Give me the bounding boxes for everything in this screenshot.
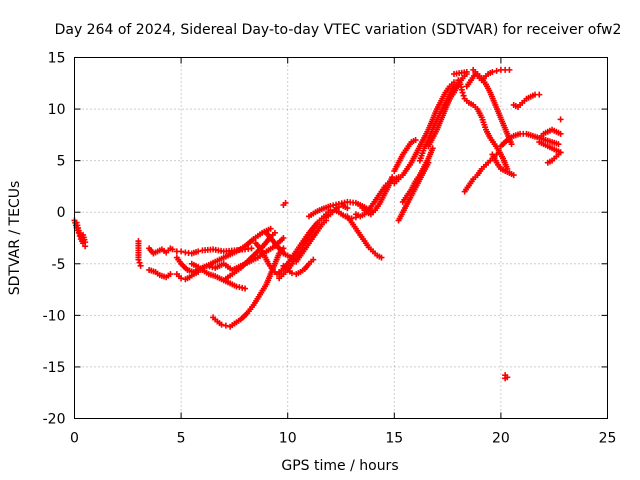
series-track-c [135, 238, 144, 269]
series-track-ae [425, 81, 462, 150]
y-tick-label: 0 [57, 205, 66, 221]
data-point [493, 67, 500, 74]
data-point [167, 271, 174, 278]
data-point [510, 172, 517, 179]
y-tick-label: -20 [43, 412, 66, 428]
data-point [267, 225, 274, 232]
axis-ticks [74, 57, 608, 419]
series-track-aj [480, 66, 513, 82]
data-point [178, 275, 185, 282]
series-track-al [489, 151, 517, 179]
data-point [463, 68, 470, 75]
tick-labels: 0 5 10 15 20 25 -20 -15 -10 -5 0 5 10 15 [43, 51, 617, 447]
series-track-ar [557, 116, 564, 123]
series-track-e [146, 266, 174, 281]
data-point [75, 227, 82, 234]
series-track-ag [455, 77, 511, 172]
data-point [508, 141, 515, 148]
series-track-z [391, 79, 457, 187]
x-tick-label: 10 [279, 431, 297, 447]
data-point [412, 137, 419, 144]
data-point [495, 149, 502, 156]
data-point [310, 256, 317, 263]
data-point [169, 246, 176, 253]
series-track-r [280, 199, 289, 208]
x-tick-label: 0 [70, 431, 79, 447]
data-point [178, 248, 185, 255]
series-track-n [263, 229, 295, 262]
data-point [137, 262, 144, 269]
series-track-f [173, 245, 255, 257]
data-point [195, 248, 202, 255]
series-track-ac [399, 145, 436, 205]
series-track-d [146, 245, 176, 257]
series-track-l [220, 229, 278, 284]
data-point [536, 91, 543, 98]
series-track-an [510, 91, 543, 111]
series-track-ao [536, 126, 564, 141]
data-point-fill [136, 259, 143, 266]
y-tick-label: 5 [57, 154, 66, 170]
data-point [280, 235, 287, 241]
y-axis-label: SDTVAR / TECUs [7, 181, 23, 296]
data-point [555, 141, 562, 148]
x-tick-label: 20 [492, 431, 510, 447]
data-point [82, 239, 89, 246]
data-point [344, 205, 351, 212]
y-tick-label: 10 [48, 102, 66, 118]
data-point [557, 130, 564, 137]
x-tick-label: 15 [385, 431, 403, 447]
data-point [459, 89, 466, 96]
x-axis-label: GPS time / hours [281, 458, 398, 474]
series-track-t [306, 198, 376, 220]
x-tick-label: 25 [599, 431, 617, 447]
data-point [248, 245, 255, 252]
series-track-as [502, 372, 511, 382]
series-track-q [280, 256, 317, 278]
data-point-fill [76, 230, 83, 237]
plot-frame [74, 57, 608, 419]
data-point [335, 204, 342, 211]
y-tick-label: 15 [48, 51, 66, 67]
data-point [557, 149, 564, 156]
grid [74, 57, 608, 419]
data-points [71, 66, 564, 382]
data-point [135, 256, 142, 263]
data-point [242, 285, 249, 292]
x-tick-label: 5 [177, 431, 186, 447]
series-track-at [450, 68, 470, 78]
series-track-aa [391, 137, 419, 174]
data-point [218, 321, 225, 328]
data-point [557, 116, 564, 123]
data-point [502, 375, 509, 382]
data-point-fill [460, 92, 467, 99]
data-point [378, 254, 385, 261]
y-tick-label: -15 [43, 360, 66, 376]
data-point [288, 270, 295, 277]
series-track-aq [544, 149, 564, 166]
data-point [429, 145, 436, 152]
chart-title: Day 264 of 2024, Sidereal Day-to-day VTE… [55, 22, 622, 38]
series-track-y [359, 174, 396, 218]
series-track-m [252, 240, 283, 278]
series-track-s [293, 217, 330, 265]
data-point [282, 199, 289, 206]
series-track-w [344, 213, 385, 261]
y-tick-label: -10 [43, 308, 66, 324]
y-tick-label: -5 [52, 257, 66, 273]
data-point [222, 322, 229, 329]
data-point [506, 66, 513, 73]
data-point [271, 229, 278, 236]
data-point [389, 174, 396, 181]
data-point [489, 68, 496, 75]
